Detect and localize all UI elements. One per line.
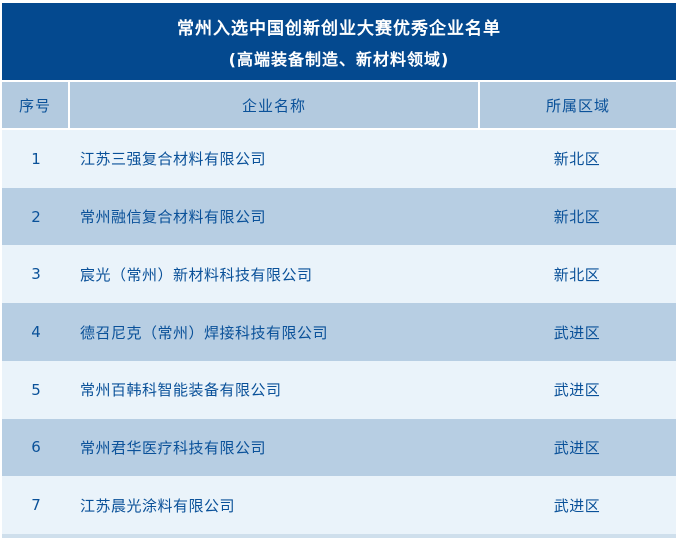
region-name: 新北区 bbox=[553, 265, 601, 284]
row-number: 2 bbox=[31, 207, 41, 226]
table-row: 5 常州百韩科智能装备有限公司 武进区 bbox=[2, 360, 676, 419]
company-name: 江苏晨光涂料有限公司 bbox=[80, 496, 236, 515]
region-name: 武进区 bbox=[553, 438, 601, 457]
company-name: 常州君华医疗科技有限公司 bbox=[80, 438, 267, 457]
company-name: 常州百韩科智能装备有限公司 bbox=[80, 381, 282, 400]
row-number: 7 bbox=[31, 496, 41, 515]
region-name: 武进区 bbox=[553, 496, 601, 515]
table-row: 2 常州融信复合材料有限公司 新北区 bbox=[2, 187, 676, 246]
region-name: 新北区 bbox=[553, 150, 601, 169]
row-number: 3 bbox=[31, 265, 41, 284]
region-name: 武进区 bbox=[553, 323, 601, 342]
row-number: 6 bbox=[31, 438, 41, 457]
table-row: 1 江苏三强复合材料有限公司 新北区 bbox=[2, 130, 676, 188]
header-cell-number: 序号 bbox=[2, 82, 68, 128]
table-subtitle: (高端装备制造、新材料领域) bbox=[228, 49, 450, 69]
table-title-block: 常州入选中国创新创业大赛优秀企业名单 (高端装备制造、新材料领域) bbox=[2, 3, 676, 80]
table-row: 4 德召尼克（常州）焊接科技有限公司 武进区 bbox=[2, 303, 676, 361]
table-row: 6 常州君华医疗科技有限公司 武进区 bbox=[2, 418, 676, 477]
row-number: 4 bbox=[31, 323, 41, 342]
company-name: 江苏三强复合材料有限公司 bbox=[80, 150, 267, 169]
header-cell-company: 企业名称 bbox=[70, 82, 478, 128]
bottom-edge-divider bbox=[2, 534, 676, 538]
table-body: 1 江苏三强复合材料有限公司 新北区 2 常州融信复合材料有限公司 新北区 3 … bbox=[2, 130, 676, 535]
region-name: 武进区 bbox=[553, 381, 601, 400]
region-name: 新北区 bbox=[553, 208, 601, 227]
company-name: 宸光（常州）新材料科技有限公司 bbox=[80, 265, 313, 284]
company-name: 德召尼克（常州）焊接科技有限公司 bbox=[80, 323, 329, 342]
row-number: 5 bbox=[31, 380, 41, 399]
header-cell-region: 所属区域 bbox=[480, 82, 676, 128]
table-title: 常州入选中国创新创业大赛优秀企业名单 bbox=[177, 18, 501, 39]
company-name: 常州融信复合材料有限公司 bbox=[80, 208, 267, 227]
table-row: 7 江苏晨光涂料有限公司 武进区 bbox=[2, 476, 676, 535]
row-number: 1 bbox=[31, 149, 41, 168]
table-header-row: 序号 企业名称 所属区域 bbox=[2, 82, 676, 128]
table-row: 3 宸光（常州）新材料科技有限公司 新北区 bbox=[2, 245, 676, 304]
